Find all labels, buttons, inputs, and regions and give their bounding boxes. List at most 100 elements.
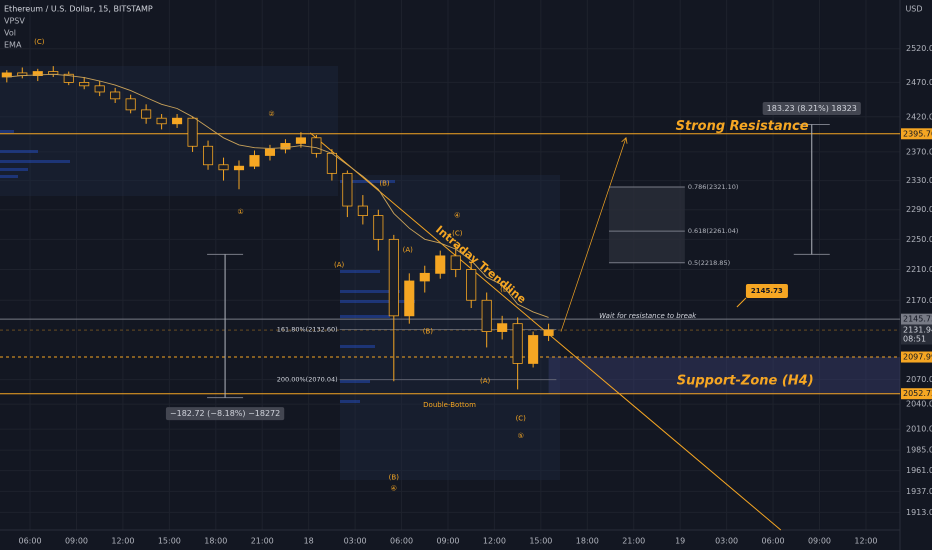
price-tag <box>901 128 932 140</box>
candle-body <box>311 137 322 154</box>
fib-box <box>608 187 685 263</box>
range-box <box>340 175 560 480</box>
measure-label-box <box>165 407 285 421</box>
candle-body <box>295 137 306 144</box>
indicator: EMA <box>4 41 22 50</box>
annotation: 2145.73 <box>751 287 783 295</box>
x-tick-label: 21:00 <box>251 537 274 546</box>
candle-body <box>373 215 384 240</box>
annotation: (B) <box>500 285 511 293</box>
annotation: (B) <box>379 179 390 187</box>
x-tick-label: 12:00 <box>483 537 506 546</box>
annotation: (C) <box>516 414 527 422</box>
measure-label-box <box>762 101 861 115</box>
x-tick-label: 09:00 <box>808 537 831 546</box>
candle-body <box>404 280 415 317</box>
candle-body <box>141 109 152 119</box>
ema-line <box>6 73 549 318</box>
price-tag-label: 2395.70 <box>903 129 932 138</box>
y-tick-label: 2370.00 <box>906 147 932 156</box>
fib-label: 0.5(2218.85) <box>688 259 730 267</box>
annotation: Double-Bottom <box>423 401 476 409</box>
candle-body <box>125 98 136 111</box>
candle-body <box>543 329 554 336</box>
candle-body <box>110 91 121 100</box>
candle-body <box>512 323 523 364</box>
annotation: (A) <box>334 261 345 269</box>
y-tick-label: 2250.00 <box>906 235 932 244</box>
chart-title: Ethereum / U.S. Dollar, 15, BITSTAMP <box>4 5 153 14</box>
annotation: ⑤ <box>518 432 524 440</box>
x-tick-label: 12:00 <box>854 537 877 546</box>
fib-label: 0.618(2261.04) <box>688 227 739 235</box>
candle-body <box>94 85 105 93</box>
candle-body <box>79 82 90 87</box>
y-tick-label: 2520.00 <box>906 44 932 53</box>
annotation: ① <box>237 208 243 216</box>
annotation: Strong Resistance <box>676 119 809 134</box>
price-tag-label: 2145.73 <box>903 315 932 324</box>
price-tag <box>901 351 932 363</box>
x-tick-label: 15:00 <box>158 537 181 546</box>
y-tick-label: 1937.00 <box>906 487 932 496</box>
x-tick-label: 18:00 <box>576 537 599 546</box>
y-tick-label: 2420.00 <box>906 112 932 121</box>
currency: USD <box>905 5 922 14</box>
price-tag-label: 2131.94 <box>903 326 932 335</box>
price-tag <box>901 324 932 345</box>
measure-label: 183.23 (8.21%) 18323 <box>767 104 857 113</box>
y-tick-label: 1985.00 <box>906 446 932 455</box>
y-tick-label: 2470.00 <box>906 78 932 87</box>
annotation: ④ <box>454 212 460 220</box>
x-tick-label: 03:00 <box>715 537 738 546</box>
support-zone <box>548 357 900 394</box>
candle-body <box>435 255 446 274</box>
candle-body <box>156 117 167 125</box>
candle-body <box>326 152 337 174</box>
candle-body <box>419 272 430 282</box>
x-tick-label: 06:00 <box>18 537 41 546</box>
candle-body <box>249 155 260 167</box>
y-tick-label: 2170.00 <box>906 296 932 305</box>
x-tick-label: 19 <box>675 537 685 546</box>
candle-body <box>342 172 353 207</box>
candle-body <box>280 143 291 150</box>
y-tick-label: 2330.00 <box>906 176 932 185</box>
candle-body <box>528 335 539 364</box>
price-tag-label: 2097.99 <box>903 353 932 362</box>
fib-label: 0.786(2321.10) <box>688 183 739 191</box>
candle-body <box>218 164 229 171</box>
candle-body <box>466 269 477 301</box>
x-tick-label: 12:00 <box>111 537 134 546</box>
x-tick-label: 18:00 <box>204 537 227 546</box>
annotation: (B) <box>389 474 400 482</box>
extension-label: 161.80%(2132.60) <box>277 326 338 334</box>
price-tag <box>901 388 932 400</box>
indicator: Vol <box>4 29 16 38</box>
y-tick-label: 2010.00 <box>906 425 932 434</box>
indicator: VPSV <box>4 17 25 26</box>
extension-label: 200.00%(2070.04) <box>277 376 338 384</box>
projection <box>560 137 627 332</box>
x-tick-label: 06:00 <box>762 537 785 546</box>
candle-body <box>48 71 59 75</box>
x-tick-label: 15:00 <box>529 537 552 546</box>
candle-body <box>63 73 74 83</box>
measure-label: −182.72 (−8.18%) −18272 <box>170 409 280 418</box>
price-tag <box>901 313 932 325</box>
y-tick-label: 1913.00 <box>906 508 932 517</box>
y-tick-label: 2040.00 <box>906 400 932 409</box>
annotation: ④ <box>391 485 397 493</box>
candle-body <box>388 238 399 317</box>
x-tick-label: 21:00 <box>622 537 645 546</box>
annotation: Support-Zone (H4) <box>677 374 814 389</box>
candle-body <box>481 299 492 332</box>
candle-body <box>172 117 183 125</box>
annotation: ② <box>268 110 274 118</box>
x-tick-label: 03:00 <box>344 537 367 546</box>
countdown: 08:51 <box>903 335 926 344</box>
y-tick-label: 2070.00 <box>906 375 932 384</box>
annotation-box <box>745 283 788 298</box>
